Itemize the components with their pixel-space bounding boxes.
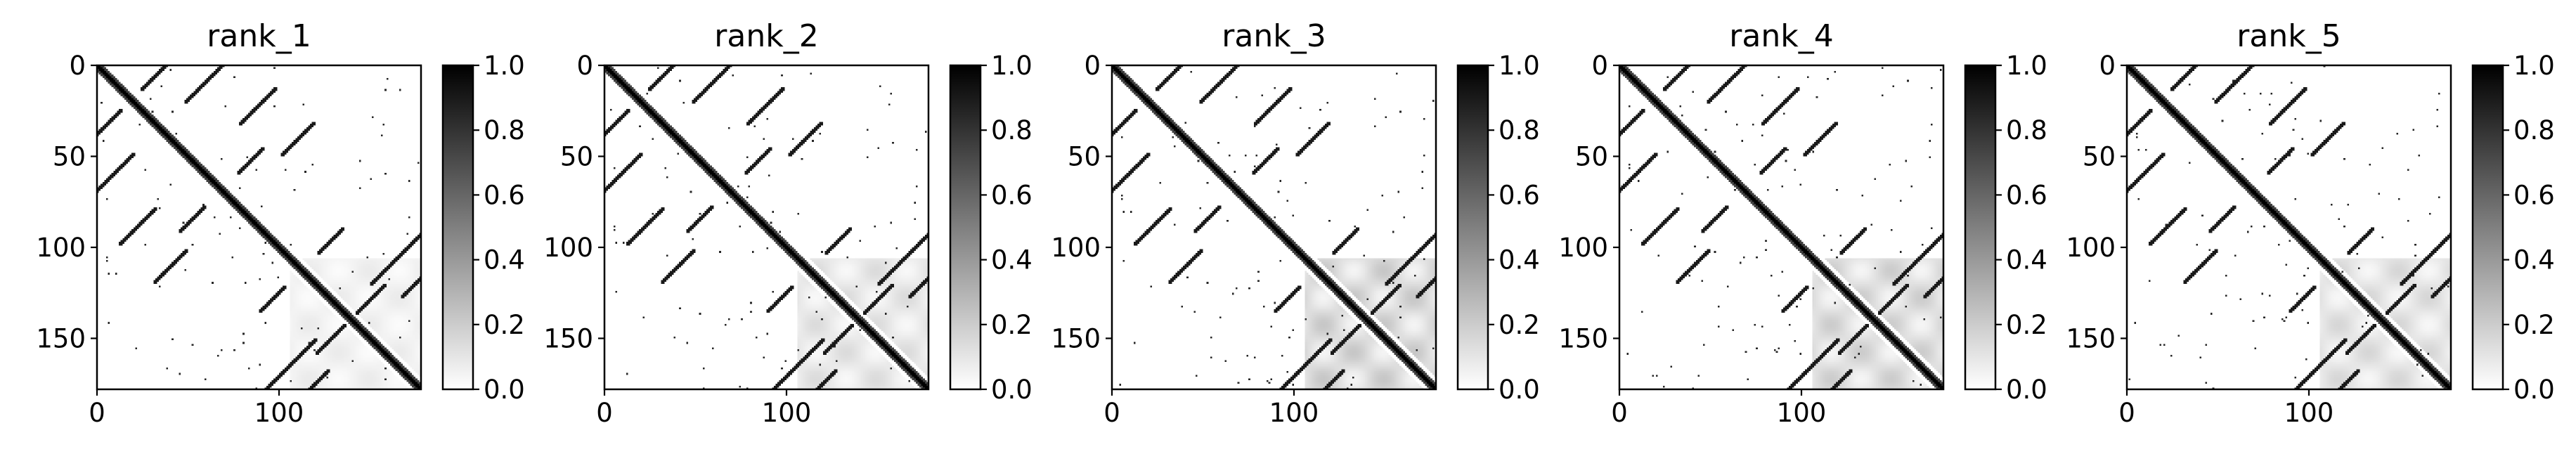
colorbar-tick-label: 0.8 bbox=[484, 115, 525, 145]
x-tick-label: 0 bbox=[1611, 398, 1628, 428]
y-tick-label: 100 bbox=[1051, 233, 1101, 263]
colorbar bbox=[950, 65, 980, 389]
colorbar-tick-label: 0.8 bbox=[1499, 115, 1540, 145]
colorbar-tick-label: 0.8 bbox=[2006, 115, 2047, 145]
colorbar-frame bbox=[949, 64, 982, 391]
y-tick-label: 150 bbox=[36, 323, 86, 353]
colorbar-tick-label: 0.2 bbox=[2006, 310, 2047, 340]
colorbar-tick-label: 0.4 bbox=[991, 245, 1033, 275]
y-tick-label: 50 bbox=[2083, 141, 2116, 171]
y-tick-label: 100 bbox=[543, 233, 593, 263]
colorbar-tick-label: 0.4 bbox=[484, 245, 525, 275]
colorbar-tick-label: 1.0 bbox=[2006, 51, 2047, 81]
heatmap-image bbox=[604, 65, 928, 389]
y-tick-label: 0 bbox=[69, 51, 86, 81]
colorbar-tick-label: 1.0 bbox=[991, 51, 1033, 81]
subplot-5: rank_5 0 50 100 150 0 100 0.0 0.2 0.4 0.6 0.8 1.0 bbox=[2066, 18, 2554, 428]
y-tick-label: 100 bbox=[36, 233, 86, 263]
colorbar bbox=[1458, 65, 1488, 389]
heatmap-image bbox=[2127, 65, 2451, 389]
colorbar-tick-label: 0.2 bbox=[991, 310, 1033, 340]
y-tick-label: 50 bbox=[560, 141, 593, 171]
y-tick-label: 0 bbox=[2099, 51, 2116, 81]
y-tick-label: 50 bbox=[1575, 141, 1608, 171]
subplot-title: rank_4 bbox=[1729, 18, 1833, 54]
y-tick-label: 100 bbox=[2066, 233, 2116, 263]
heatmap-frame bbox=[2125, 64, 2452, 391]
subplot-1: rank_1 0 50 100 150 0 100 0.0 0.2 0.4 0.6 0.8 1.0 bbox=[36, 18, 524, 428]
x-tick-label: 100 bbox=[2284, 398, 2334, 428]
colorbar-tick-label: 0.0 bbox=[1499, 375, 1540, 405]
y-tick-label: 150 bbox=[543, 323, 593, 353]
colorbar bbox=[2473, 65, 2503, 389]
y-tick-label: 50 bbox=[53, 141, 86, 171]
colorbar-tick-label: 1.0 bbox=[484, 51, 525, 81]
colorbar-tick-label: 0.0 bbox=[2006, 375, 2047, 405]
colorbar-tick-label: 0.8 bbox=[2513, 115, 2555, 145]
x-tick-label: 0 bbox=[2118, 398, 2135, 428]
colorbar bbox=[1965, 65, 1995, 389]
colorbar-tick-label: 0.4 bbox=[2513, 245, 2555, 275]
colorbar-tick-label: 0.0 bbox=[484, 375, 525, 405]
subplot-4: rank_4 0 50 100 150 0 100 0.0 0.2 0.4 0.6 0.8 1.0 bbox=[1558, 18, 2047, 428]
subplot-title: rank_5 bbox=[2237, 18, 2341, 54]
y-tick-label: 100 bbox=[1558, 233, 1608, 263]
colorbar-tick-label: 0.6 bbox=[2513, 180, 2555, 210]
heatmap-frame bbox=[96, 64, 422, 391]
colorbar-tick-label: 0.6 bbox=[1499, 180, 1540, 210]
colorbar-tick-label: 0.4 bbox=[2006, 245, 2047, 275]
colorbar-frame bbox=[441, 64, 474, 391]
colorbar-tick-label: 0.2 bbox=[2513, 310, 2555, 340]
colorbar-tick-label: 0.6 bbox=[991, 180, 1033, 210]
y-tick-label: 0 bbox=[1591, 51, 1608, 81]
y-tick-label: 0 bbox=[576, 51, 593, 81]
colorbar bbox=[443, 65, 473, 389]
colorbar-tick-label: 1.0 bbox=[1499, 51, 1540, 81]
heatmap-image bbox=[1619, 65, 1943, 389]
heatmap-image bbox=[1112, 65, 1436, 389]
colorbar-tick-label: 0.0 bbox=[2513, 375, 2555, 405]
colorbar-tick-label: 0.0 bbox=[991, 375, 1033, 405]
colorbar-frame bbox=[1456, 64, 1489, 391]
heatmap-image bbox=[97, 65, 421, 389]
x-tick-label: 100 bbox=[254, 398, 304, 428]
y-tick-label: 150 bbox=[1558, 323, 1608, 353]
subplot-title: rank_2 bbox=[714, 18, 818, 54]
subplot-title: rank_3 bbox=[1222, 18, 1326, 54]
heatmap-frame bbox=[1111, 64, 1437, 391]
x-tick-label: 100 bbox=[1777, 398, 1827, 428]
x-tick-label: 0 bbox=[89, 398, 105, 428]
x-tick-label: 0 bbox=[1103, 398, 1120, 428]
x-tick-label: 0 bbox=[596, 398, 613, 428]
colorbar-tick-label: 0.6 bbox=[484, 180, 525, 210]
subplot-3: rank_3 0 50 100 150 0 100 0.0 0.2 0.4 0.6 0.8 1.0 bbox=[1051, 18, 1539, 428]
colorbar-tick-label: 0.2 bbox=[1499, 310, 1540, 340]
colorbar-tick-label: 0.4 bbox=[1499, 245, 1540, 275]
y-tick-label: 50 bbox=[1068, 141, 1101, 171]
colorbar-tick-label: 0.2 bbox=[484, 310, 525, 340]
colorbar-tick-label: 1.0 bbox=[2513, 51, 2555, 81]
colorbar-tick-label: 0.8 bbox=[991, 115, 1033, 145]
colorbar-frame bbox=[1964, 64, 1997, 391]
heatmap-frame bbox=[603, 64, 930, 391]
x-tick-label: 100 bbox=[1269, 398, 1319, 428]
y-tick-label: 150 bbox=[2066, 323, 2116, 353]
colorbar-tick-label: 0.6 bbox=[2006, 180, 2047, 210]
y-tick-label: 0 bbox=[1084, 51, 1101, 81]
subplot-2: rank_2 0 50 100 150 0 100 0.0 0.2 0.4 0.6 0.8 1.0 bbox=[543, 18, 1032, 428]
colorbar-frame bbox=[2471, 64, 2504, 391]
x-tick-label: 100 bbox=[762, 398, 812, 428]
heatmap-frame bbox=[1618, 64, 1945, 391]
subplot-title: rank_1 bbox=[207, 18, 311, 54]
y-tick-label: 150 bbox=[1051, 323, 1101, 353]
